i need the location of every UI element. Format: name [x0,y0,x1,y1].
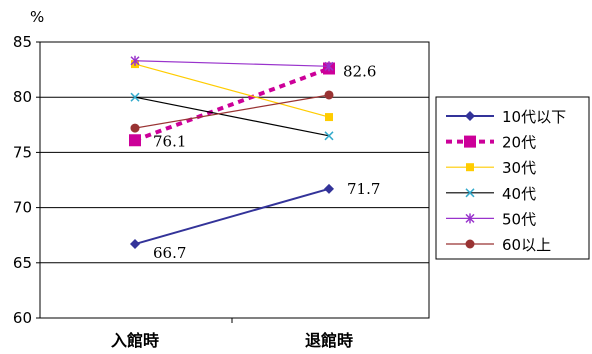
legend-label: 30代 [502,159,536,177]
y-unit-label: % [30,8,44,26]
x-tick-label: 入館時 [111,331,159,350]
gridlines [40,96,429,264]
legend-item: 30代 [446,159,536,177]
legend-item: 60以上 [446,236,551,254]
x-axis-ticks: 入館時 退館時 [111,318,353,350]
series-5 [130,55,334,72]
series-4-line [134,96,330,137]
series-1-point [324,183,334,194]
series-6-point [324,90,334,100]
series-2 [129,62,335,147]
series-3-point [325,113,333,122]
data-label: 76.1 [153,132,186,150]
legend-marker [466,163,474,172]
data-label: 66.7 [153,244,186,262]
data-label: 82.6 [343,62,376,80]
legend-label: 20代 [502,134,536,152]
plot-area [39,41,430,319]
legend-label: 10代以下 [502,108,566,126]
series-1-point [130,239,140,250]
legend-item: 10代以下 [446,108,566,126]
data-label: 71.7 [347,180,380,198]
x-marker-stroke [130,92,140,102]
legend-item: 20代 [446,134,536,152]
series-4-point [324,131,334,141]
series-6-line [134,94,330,129]
series-2-point [129,134,141,147]
series-4-point [130,92,140,102]
y-tick-label: 60 [13,309,32,327]
series-5-point [130,55,140,66]
legend-label: 40代 [502,185,536,203]
x-tick-label: 退館時 [305,331,353,350]
legend-marker [465,111,475,121]
data-labels: 66.7 71.7 76.1 82.6 [153,62,380,262]
legend-item: 40代 [446,185,536,203]
y-tick-label: 85 [13,33,32,51]
y-tick-label: 70 [13,199,32,217]
legend-marker [465,188,475,198]
series-5-line [134,60,330,67]
y-axis-ticks: 60 65 70 75 80 85 [13,33,40,327]
y-tick-label: 75 [13,143,32,161]
legend-box [435,96,590,260]
x-marker-stroke [324,131,334,141]
x-marker-stroke [465,188,475,198]
series-6 [130,90,334,133]
legend-label: 50代 [502,210,536,228]
legend: 10代以下 20代 30代 40代 50代 60以上 [435,96,590,260]
series-6-point [130,123,140,133]
series-2-line [134,66,330,143]
legend-marker [464,135,476,148]
legend-marker [465,239,475,249]
legend-item: 50代 [446,210,536,228]
series-5-point [324,61,334,72]
series-3-line [134,63,330,118]
legend-marker [465,213,475,224]
series-1 [130,183,334,250]
y-tick-label: 80 [13,88,32,106]
series-1-line [134,187,330,245]
legend-label: 60以上 [502,236,551,254]
y-tick-label: 65 [13,254,32,272]
series-4 [130,92,334,141]
series-lines [129,55,335,250]
